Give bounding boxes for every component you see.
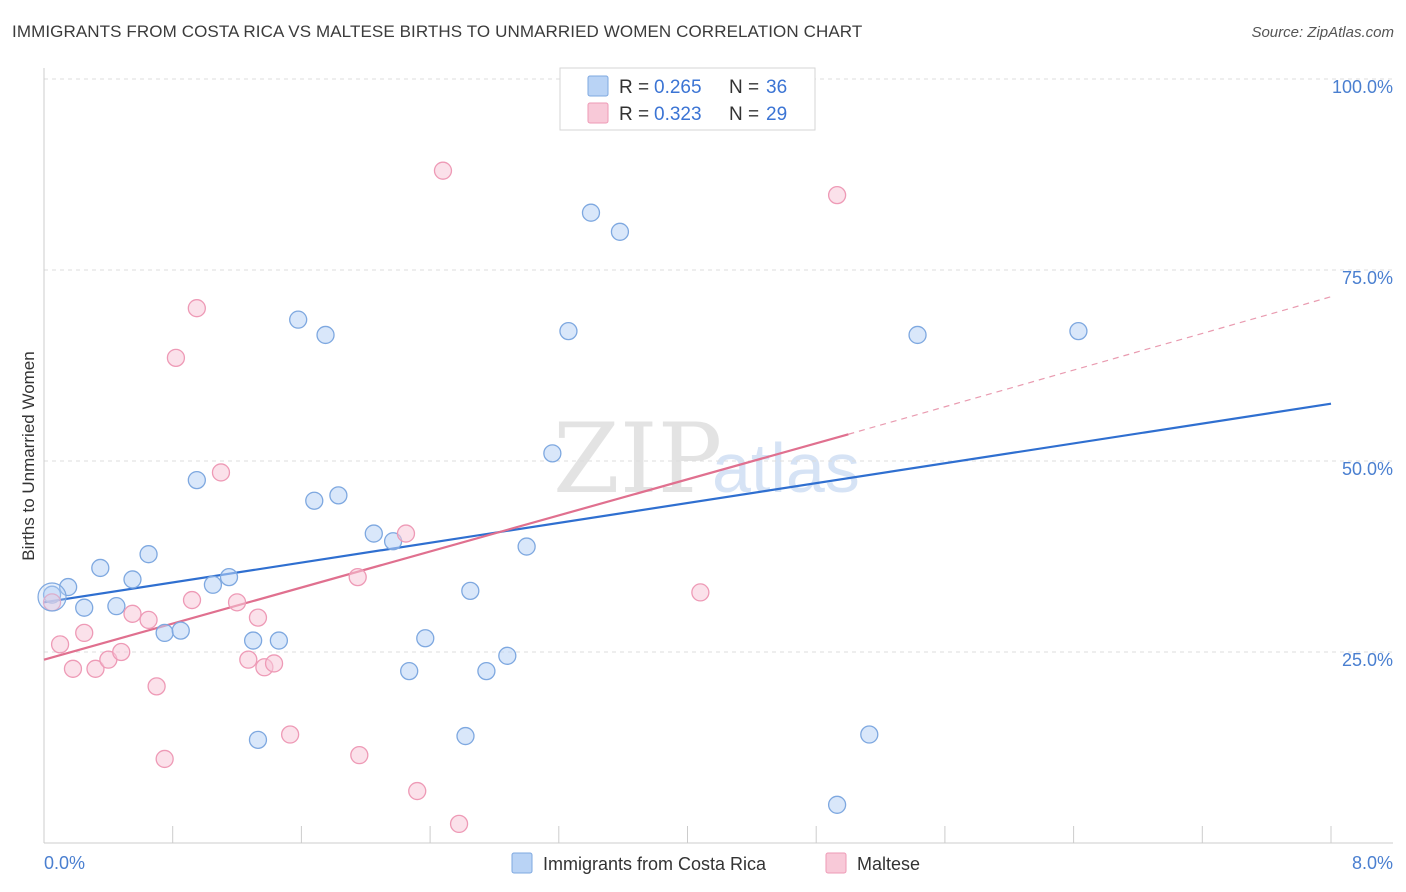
point-blue-1 xyxy=(58,577,78,597)
y-tick-label-2: 75.0% xyxy=(1342,268,1393,288)
chart-title: IMMIGRANTS FROM COSTA RICA VS MALTESE BI… xyxy=(12,22,863,41)
point-pink-12 xyxy=(182,590,202,610)
point-blue-19 xyxy=(364,524,383,543)
legend-n-label-2: N = xyxy=(729,104,759,125)
point-pink-17 xyxy=(248,608,268,627)
legend-r-value-1: 0.265 xyxy=(654,77,702,98)
y-tick-label-3: 100.0% xyxy=(1332,77,1393,97)
watermark-zip: ZIP xyxy=(553,403,722,515)
point-blue-16 xyxy=(305,491,324,510)
series-legend: Immigrants from Costa Rica Maltese xyxy=(511,852,920,874)
point-blue-6 xyxy=(139,545,158,564)
point-blue-4 xyxy=(107,597,126,616)
point-blue-21 xyxy=(400,661,419,681)
point-pink-11 xyxy=(166,348,186,368)
point-blue-7 xyxy=(155,623,174,643)
point-blue-13 xyxy=(248,730,268,750)
point-blue-26 xyxy=(498,646,517,665)
point-blue-17 xyxy=(316,325,335,345)
gridlines xyxy=(44,78,1393,653)
y-tick-label-1: 50.0% xyxy=(1342,459,1393,479)
point-blue-30 xyxy=(581,203,601,222)
legend-n-value-2: 29 xyxy=(766,104,787,125)
point-pink-25 xyxy=(433,161,453,180)
point-blue-33 xyxy=(860,725,879,744)
point-pink-3 xyxy=(75,623,94,643)
x-tick-label-max: 8.0% xyxy=(1352,853,1393,873)
point-pink-23 xyxy=(396,524,416,543)
point-blue-15 xyxy=(289,310,308,329)
point-pink-24 xyxy=(408,781,427,801)
point-pink-22 xyxy=(350,745,369,765)
point-blue-22 xyxy=(416,629,435,648)
point-blue-14 xyxy=(269,631,289,650)
point-blue-11 xyxy=(219,567,239,587)
point-blue-2 xyxy=(75,598,94,617)
legend-r-value-2: 0.323 xyxy=(654,104,702,125)
legend-r-label-1: R = xyxy=(619,77,649,98)
point-pink-20 xyxy=(280,725,300,744)
point-pink-28 xyxy=(827,185,847,205)
series-legend-swatch-pink xyxy=(825,852,847,874)
source-credit: Source: ZipAtlas.com xyxy=(1251,24,1394,41)
point-pink-14 xyxy=(211,463,231,482)
point-pink-26 xyxy=(449,814,469,834)
point-blue-5 xyxy=(123,570,142,589)
point-pink-7 xyxy=(123,604,142,623)
series-legend-swatch-blue xyxy=(511,852,533,874)
point-blue-24 xyxy=(461,581,480,601)
point-blue-28 xyxy=(543,444,562,463)
point-pink-19 xyxy=(264,654,284,673)
point-pink-16 xyxy=(239,650,258,669)
point-pink-6 xyxy=(112,642,131,662)
point-blue-10 xyxy=(203,575,223,594)
point-blue-23 xyxy=(456,726,475,746)
point-pink-1 xyxy=(50,635,70,654)
point-blue-29 xyxy=(559,321,578,341)
point-pink-9 xyxy=(147,677,166,696)
point-blue-18 xyxy=(329,486,348,505)
point-pink-10 xyxy=(155,749,174,769)
y-axis-title: Births to Unmarried Women xyxy=(19,351,38,560)
point-pink-15 xyxy=(227,593,247,612)
trend-line-blue xyxy=(43,402,1332,604)
watermark: ZIP atlas xyxy=(553,403,860,515)
point-blue-cluster xyxy=(37,582,67,612)
point-pink-8 xyxy=(139,610,158,630)
legend-swatch-blue xyxy=(587,75,609,97)
point-blue-32 xyxy=(827,795,847,814)
point-pink-21 xyxy=(348,567,367,587)
point-blue-35 xyxy=(1069,321,1088,341)
data-points xyxy=(37,161,1088,834)
axes xyxy=(43,68,1393,844)
point-blue-12 xyxy=(243,631,263,650)
trend-line-pink-extension xyxy=(848,296,1332,435)
point-pink-2 xyxy=(63,659,83,678)
series-legend-label-2: Maltese xyxy=(857,854,920,874)
x-tick-label-min: 0.0% xyxy=(44,853,85,873)
point-blue-8 xyxy=(171,621,190,640)
point-blue-9 xyxy=(187,470,206,490)
point-pink-27 xyxy=(691,583,710,602)
point-pink-4 xyxy=(86,659,105,678)
point-pink-13 xyxy=(187,299,206,318)
point-blue-3 xyxy=(91,558,110,578)
series-legend-label-1: Immigrants from Costa Rica xyxy=(543,854,767,874)
point-blue-25 xyxy=(477,661,496,681)
y-tick-label-0: 25.0% xyxy=(1342,650,1393,670)
point-blue-27 xyxy=(517,537,536,556)
legend-swatch-pink xyxy=(587,102,609,124)
legend-n-label-1: N = xyxy=(729,77,759,98)
legend-r-label-2: R = xyxy=(619,104,649,125)
watermark-atlas: atlas xyxy=(712,429,860,507)
stats-legend: R = 0.265 N = 36 R = 0.323 N = 29 xyxy=(559,67,816,131)
point-blue-34 xyxy=(908,325,927,345)
legend-n-value-1: 36 xyxy=(766,77,787,98)
point-blue-31 xyxy=(610,222,630,241)
y-tick-labels: 25.0% 50.0% 75.0% 100.0% xyxy=(1332,77,1393,670)
